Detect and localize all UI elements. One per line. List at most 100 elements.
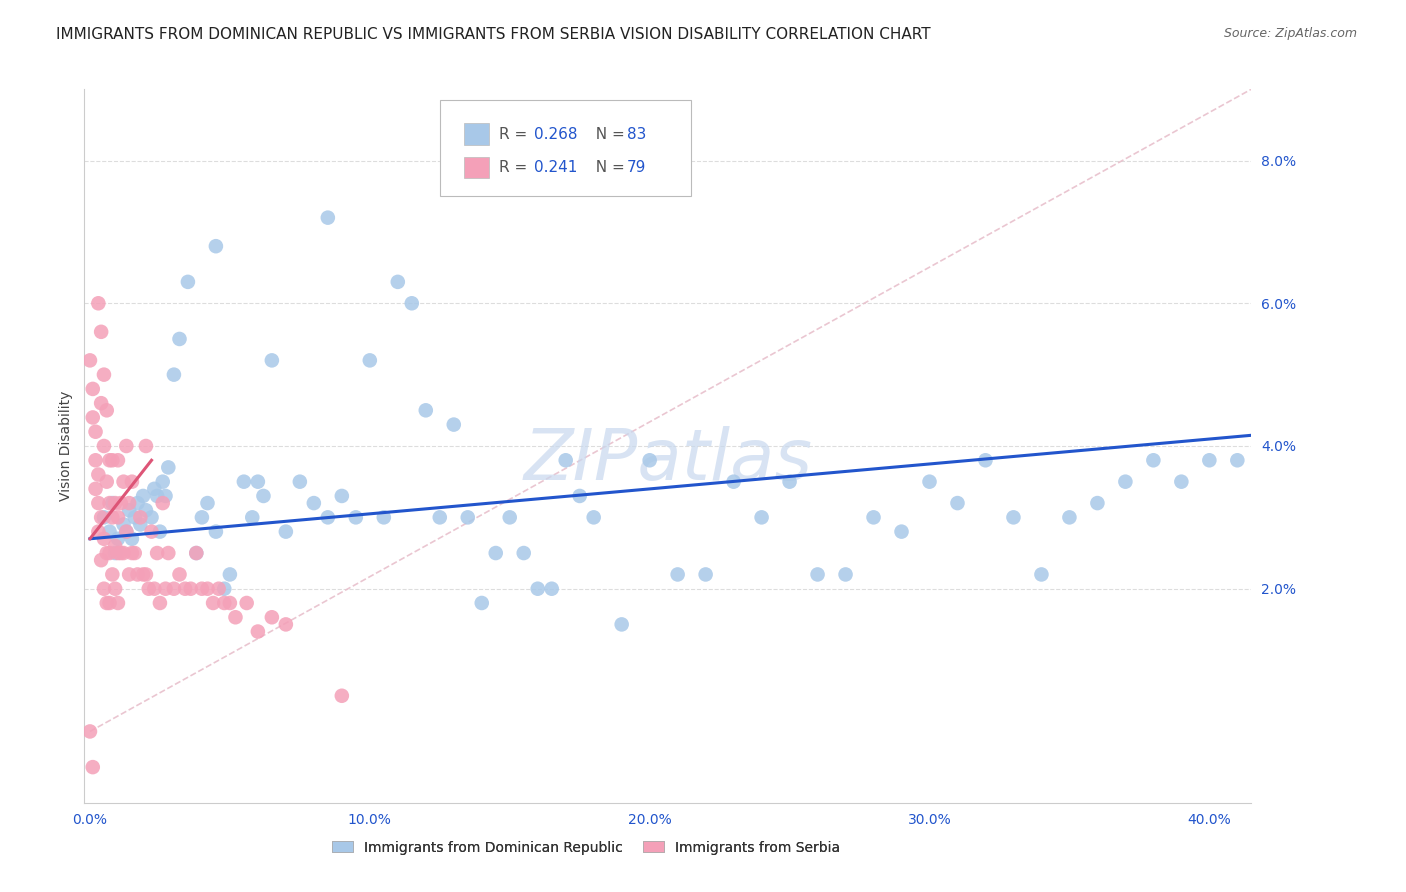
- Point: [141, 510, 163, 524]
- Point: [155, 489, 177, 503]
- Point: [302, 496, 325, 510]
- Point: [1114, 475, 1136, 489]
- Point: [457, 510, 479, 524]
- Point: [526, 582, 548, 596]
- Text: IMMIGRANTS FROM DOMINICAN REPUBLIC VS IMMIGRANTS FROM SERBIA VISION DISABILITY C: IMMIGRANTS FROM DOMINICAN REPUBLIC VS IM…: [56, 27, 931, 42]
- Point: [90, 325, 112, 339]
- Point: [359, 353, 381, 368]
- Point: [82, 760, 104, 774]
- Point: [101, 453, 124, 467]
- Point: [554, 453, 576, 467]
- Point: [93, 439, 115, 453]
- Point: [118, 503, 141, 517]
- Point: [146, 489, 169, 503]
- Point: [157, 546, 180, 560]
- Point: [224, 610, 246, 624]
- Point: [946, 496, 969, 510]
- Point: [87, 524, 110, 539]
- Point: [695, 567, 717, 582]
- Point: [104, 539, 127, 553]
- Point: [1198, 453, 1220, 467]
- Point: [127, 496, 149, 510]
- Point: [387, 275, 409, 289]
- Point: [132, 567, 155, 582]
- Point: [124, 510, 146, 524]
- Point: [132, 489, 155, 503]
- Point: [96, 546, 118, 560]
- Text: N =: N =: [586, 161, 630, 175]
- Point: [191, 582, 214, 596]
- Text: R =: R =: [499, 127, 531, 142]
- Point: [121, 475, 143, 489]
- Point: [638, 453, 661, 467]
- Point: [260, 610, 283, 624]
- Point: [143, 482, 166, 496]
- Point: [93, 582, 115, 596]
- Point: [214, 582, 236, 596]
- FancyBboxPatch shape: [464, 123, 489, 145]
- Point: [79, 724, 101, 739]
- Point: [101, 496, 124, 510]
- Point: [112, 517, 135, 532]
- Point: [104, 546, 127, 560]
- Point: [834, 567, 856, 582]
- Point: [235, 596, 257, 610]
- Point: [499, 510, 522, 524]
- Point: [112, 475, 135, 489]
- Point: [344, 510, 367, 524]
- Point: [121, 546, 143, 560]
- Point: [240, 510, 263, 524]
- Point: [186, 546, 208, 560]
- Point: [149, 596, 172, 610]
- Point: [87, 296, 110, 310]
- Point: [84, 453, 107, 467]
- Point: [163, 582, 186, 596]
- Point: [246, 624, 269, 639]
- Point: [471, 596, 494, 610]
- Point: [169, 332, 191, 346]
- Point: [191, 510, 214, 524]
- Point: [93, 510, 115, 524]
- Point: [118, 567, 141, 582]
- Point: [174, 582, 197, 596]
- Point: [197, 582, 219, 596]
- Point: [152, 475, 174, 489]
- Point: [107, 453, 129, 467]
- Point: [96, 475, 118, 489]
- Point: [1031, 567, 1053, 582]
- Point: [316, 211, 339, 225]
- Point: [205, 524, 228, 539]
- Point: [157, 460, 180, 475]
- Text: 0.268: 0.268: [534, 127, 576, 142]
- Point: [330, 489, 353, 503]
- Point: [401, 296, 423, 310]
- Point: [219, 567, 242, 582]
- Point: [118, 496, 141, 510]
- Text: Source: ZipAtlas.com: Source: ZipAtlas.com: [1223, 27, 1357, 40]
- Point: [143, 582, 166, 596]
- Point: [101, 567, 124, 582]
- Point: [135, 439, 157, 453]
- Point: [135, 567, 157, 582]
- Point: [974, 453, 997, 467]
- Point: [155, 582, 177, 596]
- Point: [149, 524, 172, 539]
- Point: [666, 567, 689, 582]
- Point: [260, 353, 283, 368]
- Point: [186, 546, 208, 560]
- Text: N =: N =: [586, 127, 630, 142]
- Point: [138, 582, 160, 596]
- Text: R =: R =: [499, 161, 531, 175]
- Point: [84, 482, 107, 496]
- Point: [98, 524, 121, 539]
- Point: [98, 596, 121, 610]
- Point: [121, 532, 143, 546]
- Point: [169, 567, 191, 582]
- Point: [429, 510, 451, 524]
- Point: [415, 403, 437, 417]
- Point: [152, 496, 174, 510]
- Point: [107, 596, 129, 610]
- Point: [82, 410, 104, 425]
- Point: [115, 439, 138, 453]
- Point: [219, 596, 242, 610]
